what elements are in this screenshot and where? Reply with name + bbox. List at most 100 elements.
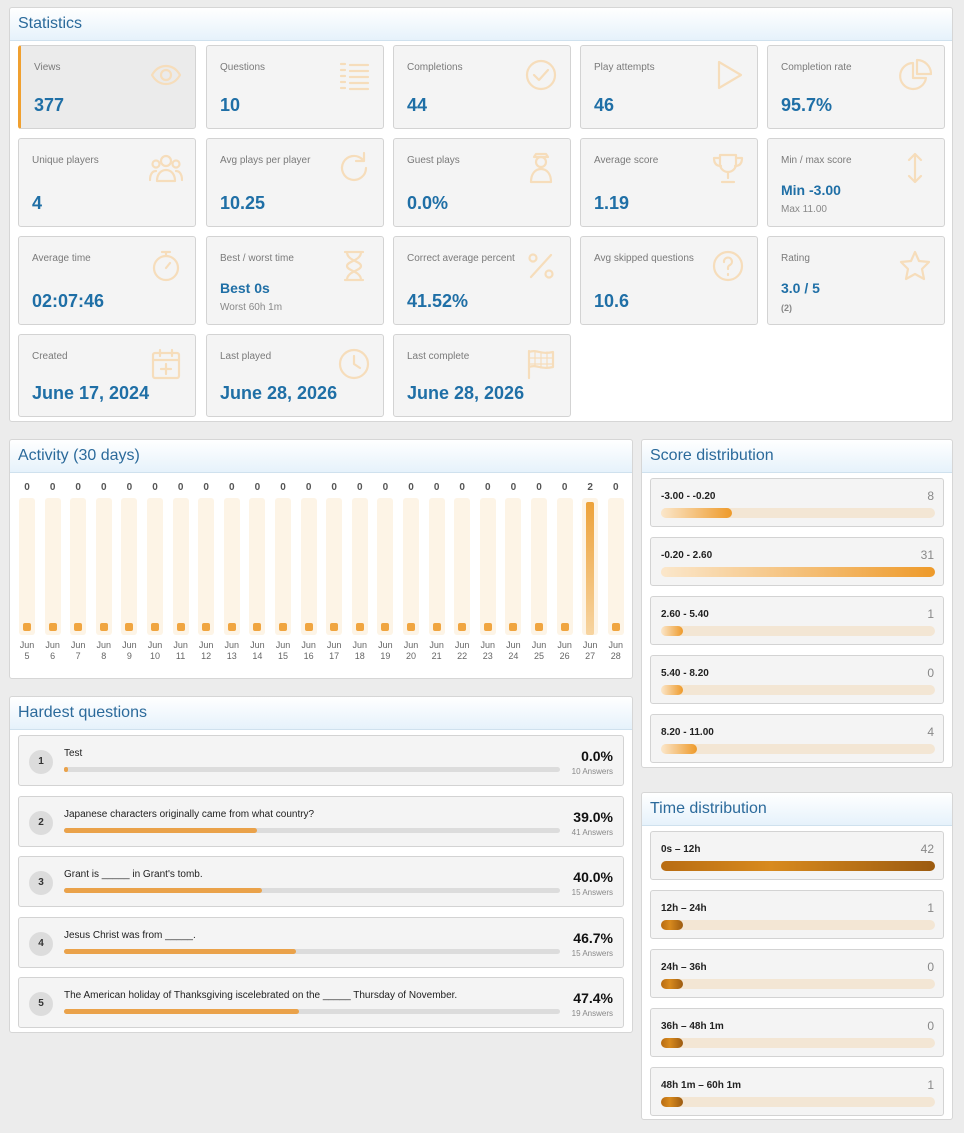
question-text: Jesus Christ was from _____.	[64, 929, 196, 941]
range-label: 8.20 - 11.00	[661, 727, 714, 738]
range-count: 0	[927, 1019, 934, 1033]
trophy-icon	[711, 151, 745, 185]
activity-bar-label: Jun 27	[582, 640, 598, 661]
range-label: 0s – 12h	[661, 844, 701, 855]
stat-label: Views	[34, 62, 61, 73]
range-label: 12h – 24h	[661, 903, 707, 914]
eye-icon	[149, 58, 183, 92]
stat-card-completion-rate: Completion rate 95.7%	[767, 45, 945, 129]
activity-bar-label: Jun 5	[19, 640, 35, 661]
range-bar-track	[661, 567, 935, 577]
activity-bar-track	[249, 498, 266, 635]
stat-value: 02:07:46	[32, 291, 105, 311]
activity-bar-day: 0 Jun 23	[479, 482, 497, 672]
range-label: 24h – 36h	[661, 962, 707, 973]
range-bar-fill	[661, 508, 733, 518]
activity-bar	[74, 623, 83, 631]
activity-chart: 0 Jun 5 0 Jun 6 0 Jun 7 0 Jun 8 0 Jun 9 0 Jun 10 0 Jun 11 0 Ju…	[17, 482, 627, 672]
range-label: 48h 1m – 60h 1m	[661, 1080, 742, 1091]
activity-bar-day: 0 Jun 11	[172, 482, 190, 672]
range-label: 5.40 - 8.20	[661, 668, 709, 679]
activity-bar-count: 0	[229, 482, 235, 493]
calendar-plus-icon	[149, 347, 183, 381]
stat-card-last-complete: Last complete June 28, 2026	[393, 334, 571, 417]
activity-bar-track	[556, 498, 573, 635]
time-distribution-item: 12h – 24h 1	[650, 890, 944, 939]
activity-bar-count: 0	[561, 482, 568, 493]
activity-bar-track	[300, 498, 317, 635]
stat-label: Play attempts	[594, 62, 655, 73]
question-percent: 0.0%	[581, 748, 613, 764]
activity-bar-day: 0 Jun 8	[95, 482, 113, 672]
activity-bar-day: 0 Jun 9	[120, 482, 138, 672]
range-bar-fill	[661, 920, 683, 930]
question-bar-fill	[64, 827, 258, 833]
activity-bar-day: 0 Jun 7	[69, 482, 87, 672]
activity-bar-count: 0	[459, 482, 465, 493]
stat-value: June 28, 2026	[407, 383, 525, 403]
question-item: 2 Japanese characters originally came fro…	[18, 795, 624, 847]
stat-label: Questions	[220, 62, 266, 73]
activity-bar-day: 0 Jun 6	[44, 482, 62, 672]
question-rank: 5	[29, 992, 53, 1016]
activity-bar	[176, 623, 185, 631]
range-bar-fill	[661, 979, 683, 989]
activity-bar-count: 0	[280, 482, 286, 493]
question-text: Japanese characters originally came from…	[64, 808, 315, 820]
question-answers: 15 Answers	[571, 888, 613, 897]
activity-bar	[23, 623, 31, 631]
arrows-vertical-icon	[898, 151, 932, 185]
time-distribution-item: 36h – 48h 1m 0	[650, 1008, 944, 1057]
activity-bar-count: 0	[305, 482, 312, 493]
activity-bar-track	[403, 498, 419, 635]
stat-card-created: Created June 17, 2024	[18, 334, 196, 417]
activity-bar-track	[582, 498, 599, 635]
activity-bar-day: 0 Jun 14	[248, 482, 266, 672]
stat-card-unique-players: Unique players 4	[18, 138, 196, 227]
score-distribution-item: -0.20 - 2.60 31	[650, 537, 944, 586]
activity-bar-day: 0 Jun 21	[428, 482, 446, 672]
stat-label: Rating	[781, 253, 810, 264]
activity-bar-count: 0	[331, 482, 337, 493]
question-percent: 40.0%	[573, 869, 613, 885]
range-count: 4	[927, 725, 934, 739]
stat-subvalue: (2)	[781, 303, 792, 313]
stat-label: Average score	[594, 155, 659, 166]
stat-label: Created	[32, 351, 68, 362]
range-count: 0	[927, 960, 934, 974]
activity-bar-label: Jun 25	[531, 640, 547, 661]
question-bar-fill	[64, 767, 68, 772]
range-label: 36h – 48h 1m	[661, 1021, 724, 1032]
activity-bar-track	[326, 498, 343, 635]
range-bar-track	[661, 626, 935, 636]
question-item: 3 Grant is _____ in Grant's tomb. 40.0% 15 …	[18, 856, 624, 907]
stat-card-play-attempts: Play attempts 46	[580, 45, 758, 129]
question-percent: 47.4%	[573, 990, 613, 1006]
stat-label: Min / max score	[781, 155, 852, 166]
activity-bar	[151, 623, 159, 631]
activity-bar-day: 0 Jun 26	[556, 482, 574, 672]
question-answers: 41 Answers	[571, 827, 613, 837]
question-text: The American holiday of Thanksgiving isc…	[64, 990, 458, 1001]
play-icon	[711, 58, 745, 92]
activity-bar	[202, 623, 211, 631]
question-bar-track	[64, 827, 560, 833]
stat-label: Best / worst time	[220, 253, 294, 264]
activity-bar-label: Jun 24	[506, 640, 521, 661]
statistics-panel: Statistics Views 377 Questions 10 Completion…	[9, 7, 953, 422]
activity-bar-day: 0 Jun 20	[402, 482, 420, 672]
stat-label: Average time	[32, 253, 91, 264]
range-bar-track	[661, 979, 935, 989]
stat-value: Best 0s	[220, 280, 270, 296]
stat-card-average-score: Average score 1.19	[580, 138, 758, 227]
activity-panel: Activity (30 days) 0 Jun 5 0 Jun 6 0 Jun 7 0 Jun 8 0…	[9, 439, 633, 679]
stat-card-rating: Rating 3.0 / 5 (2)	[767, 236, 945, 325]
activity-bar-day: 0 Jun 15	[274, 482, 292, 672]
activity-bar-label: Jun 19	[378, 640, 393, 661]
users-icon	[148, 151, 184, 185]
range-bar-fill	[661, 1097, 683, 1107]
activity-bar-track	[95, 498, 112, 635]
stat-value: 4	[32, 193, 43, 213]
stat-value: 3.0 / 5	[781, 280, 820, 296]
activity-bar-day: 2 Jun 27	[581, 482, 599, 672]
